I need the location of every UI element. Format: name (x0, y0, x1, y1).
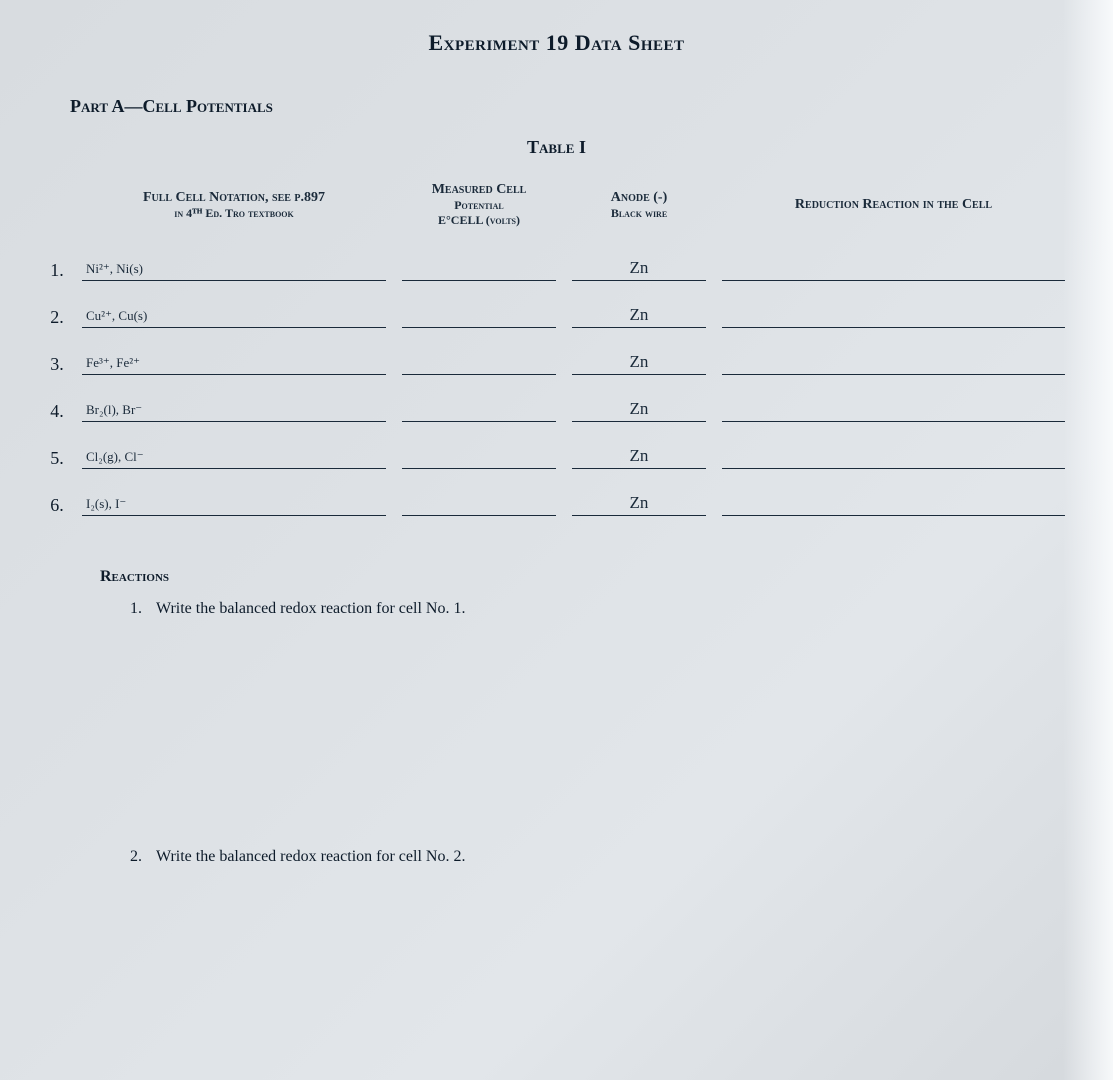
table-row: 1. Ni²⁺, Ni(s) Zn (40, 246, 1073, 293)
table-row: 6. I₂(s), I⁻ Zn (40, 481, 1073, 528)
anode-field[interactable]: Zn (572, 493, 706, 516)
potential-field[interactable] (402, 402, 556, 422)
cell-anode: Zn (564, 434, 714, 481)
notation-field[interactable]: Cu²⁺, Cu(s) (82, 308, 386, 328)
cell-notation: Br₂(l), Br⁻ (74, 387, 394, 434)
question-number: 2. (130, 848, 156, 866)
notation-field[interactable]: Fe³⁺, Fe²⁺ (82, 355, 386, 375)
row-number: 6. (40, 481, 74, 528)
reactions-section: Reactions 1.Write the balanced redox rea… (100, 568, 1073, 866)
anode-field[interactable]: Zn (572, 352, 706, 375)
question: 1.Write the balanced redox reaction for … (130, 600, 1073, 618)
header-notation: Full Cell Notation, see p.897 in 4ᵀᴴ Ed.… (74, 176, 394, 246)
table-row: 4. Br₂(l), Br⁻ Zn (40, 387, 1073, 434)
cell-notation: Cu²⁺, Cu(s) (74, 293, 394, 340)
question-text: Write the balanced redox reaction for ce… (156, 600, 465, 617)
potential-field[interactable] (402, 261, 556, 281)
notation-field[interactable]: I₂(s), I⁻ (82, 496, 386, 516)
cell-potential (394, 246, 564, 293)
cell-reduction (714, 387, 1073, 434)
notation-field[interactable]: Br₂(l), Br⁻ (82, 402, 386, 422)
cell-potential (394, 293, 564, 340)
cell-reduction (714, 481, 1073, 528)
cell-notation: Cl₂(g), Cl⁻ (74, 434, 394, 481)
cell-notation: Ni²⁺, Ni(s) (74, 246, 394, 293)
anode-field[interactable]: Zn (572, 399, 706, 422)
cell-anode: Zn (564, 481, 714, 528)
header-anode: Anode (-) Black wire (564, 176, 714, 246)
header-notation-l2: in 4ᵀᴴ Ed. Tro textbook (82, 206, 386, 221)
header-potential: Measured Cell Potential E°CELL (volts) (394, 176, 564, 246)
question: 2.Write the balanced redox reaction for … (130, 848, 1073, 866)
cell-anode: Zn (564, 246, 714, 293)
cell-potential (394, 434, 564, 481)
reduction-field[interactable] (722, 402, 1065, 422)
cell-notation: I₂(s), I⁻ (74, 481, 394, 528)
row-number: 5. (40, 434, 74, 481)
notation-field[interactable]: Ni²⁺, Ni(s) (82, 261, 386, 281)
anode-field[interactable]: Zn (572, 305, 706, 328)
reduction-field[interactable] (722, 308, 1065, 328)
cell-potential (394, 387, 564, 434)
data-table: Full Cell Notation, see p.897 in 4ᵀᴴ Ed.… (40, 176, 1073, 528)
cell-reduction (714, 434, 1073, 481)
table-label: Table I (40, 137, 1073, 158)
header-reduction: Reduction Reaction in the Cell (714, 176, 1073, 246)
questions-list: 1.Write the balanced redox reaction for … (100, 600, 1073, 866)
header-blank (40, 176, 74, 246)
cell-reduction (714, 340, 1073, 387)
notation-field[interactable]: Cl₂(g), Cl⁻ (82, 449, 386, 469)
header-anode-l2: Black wire (572, 206, 706, 221)
page-title: Experiment 19 Data Sheet (40, 30, 1073, 56)
row-number: 3. (40, 340, 74, 387)
cell-anode: Zn (564, 387, 714, 434)
header-pot-l2: Potential (402, 198, 556, 213)
part-heading: Part A—Cell Potentials (70, 96, 1073, 117)
potential-field[interactable] (402, 308, 556, 328)
potential-field[interactable] (402, 449, 556, 469)
question-text: Write the balanced redox reaction for ce… (156, 848, 465, 865)
row-number: 4. (40, 387, 74, 434)
row-number: 1. (40, 246, 74, 293)
header-row: Full Cell Notation, see p.897 in 4ᵀᴴ Ed.… (40, 176, 1073, 246)
question-number: 1. (130, 600, 156, 618)
reduction-field[interactable] (722, 261, 1065, 281)
potential-field[interactable] (402, 355, 556, 375)
cell-anode: Zn (564, 293, 714, 340)
cell-anode: Zn (564, 340, 714, 387)
header-pot-l3: E°CELL (volts) (402, 213, 556, 228)
table-body: 1. Ni²⁺, Ni(s) Zn 2. Cu²⁺, Cu(s) Zn 3. Fe³⁺, Fe… (40, 246, 1073, 528)
header-anode-l1: Anode (-) (611, 190, 668, 205)
potential-field[interactable] (402, 496, 556, 516)
table-row: 2. Cu²⁺, Cu(s) Zn (40, 293, 1073, 340)
row-number: 2. (40, 293, 74, 340)
worksheet-page: Experiment 19 Data Sheet Part A—Cell Pot… (0, 0, 1113, 1080)
cell-notation: Fe³⁺, Fe²⁺ (74, 340, 394, 387)
anode-field[interactable]: Zn (572, 258, 706, 281)
cell-potential (394, 340, 564, 387)
cell-reduction (714, 293, 1073, 340)
cell-reduction (714, 246, 1073, 293)
cell-potential (394, 481, 564, 528)
reduction-field[interactable] (722, 496, 1065, 516)
reduction-field[interactable] (722, 449, 1065, 469)
reduction-field[interactable] (722, 355, 1065, 375)
table-row: 5. Cl₂(g), Cl⁻ Zn (40, 434, 1073, 481)
header-pot-l1: Measured Cell (432, 182, 527, 197)
anode-field[interactable]: Zn (572, 446, 706, 469)
table-row: 3. Fe³⁺, Fe²⁺ Zn (40, 340, 1073, 387)
header-notation-l1: Full Cell Notation, see p.897 (143, 190, 325, 205)
reactions-heading: Reactions (100, 568, 1073, 586)
